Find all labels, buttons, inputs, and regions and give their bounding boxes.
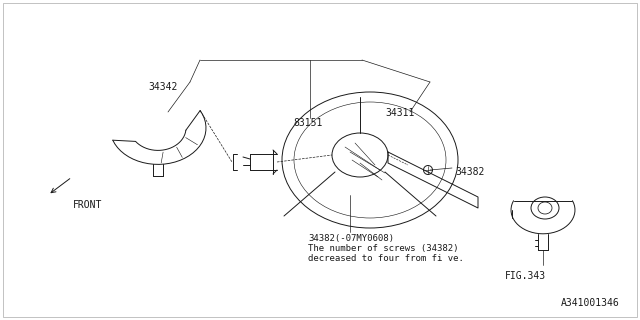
Text: 83151: 83151 <box>293 118 323 128</box>
Text: 34311: 34311 <box>385 108 414 118</box>
Text: 34342: 34342 <box>148 82 177 92</box>
Text: A341001346: A341001346 <box>561 298 620 308</box>
Text: 34382: 34382 <box>455 167 484 177</box>
Text: decreased to four from fi ve.: decreased to four from fi ve. <box>308 254 464 263</box>
Text: The number of screws (34382): The number of screws (34382) <box>308 244 458 253</box>
Text: FIG.343: FIG.343 <box>505 271 546 281</box>
Text: FRONT: FRONT <box>73 200 102 210</box>
Text: 34382(-07MY0608): 34382(-07MY0608) <box>308 234 394 243</box>
